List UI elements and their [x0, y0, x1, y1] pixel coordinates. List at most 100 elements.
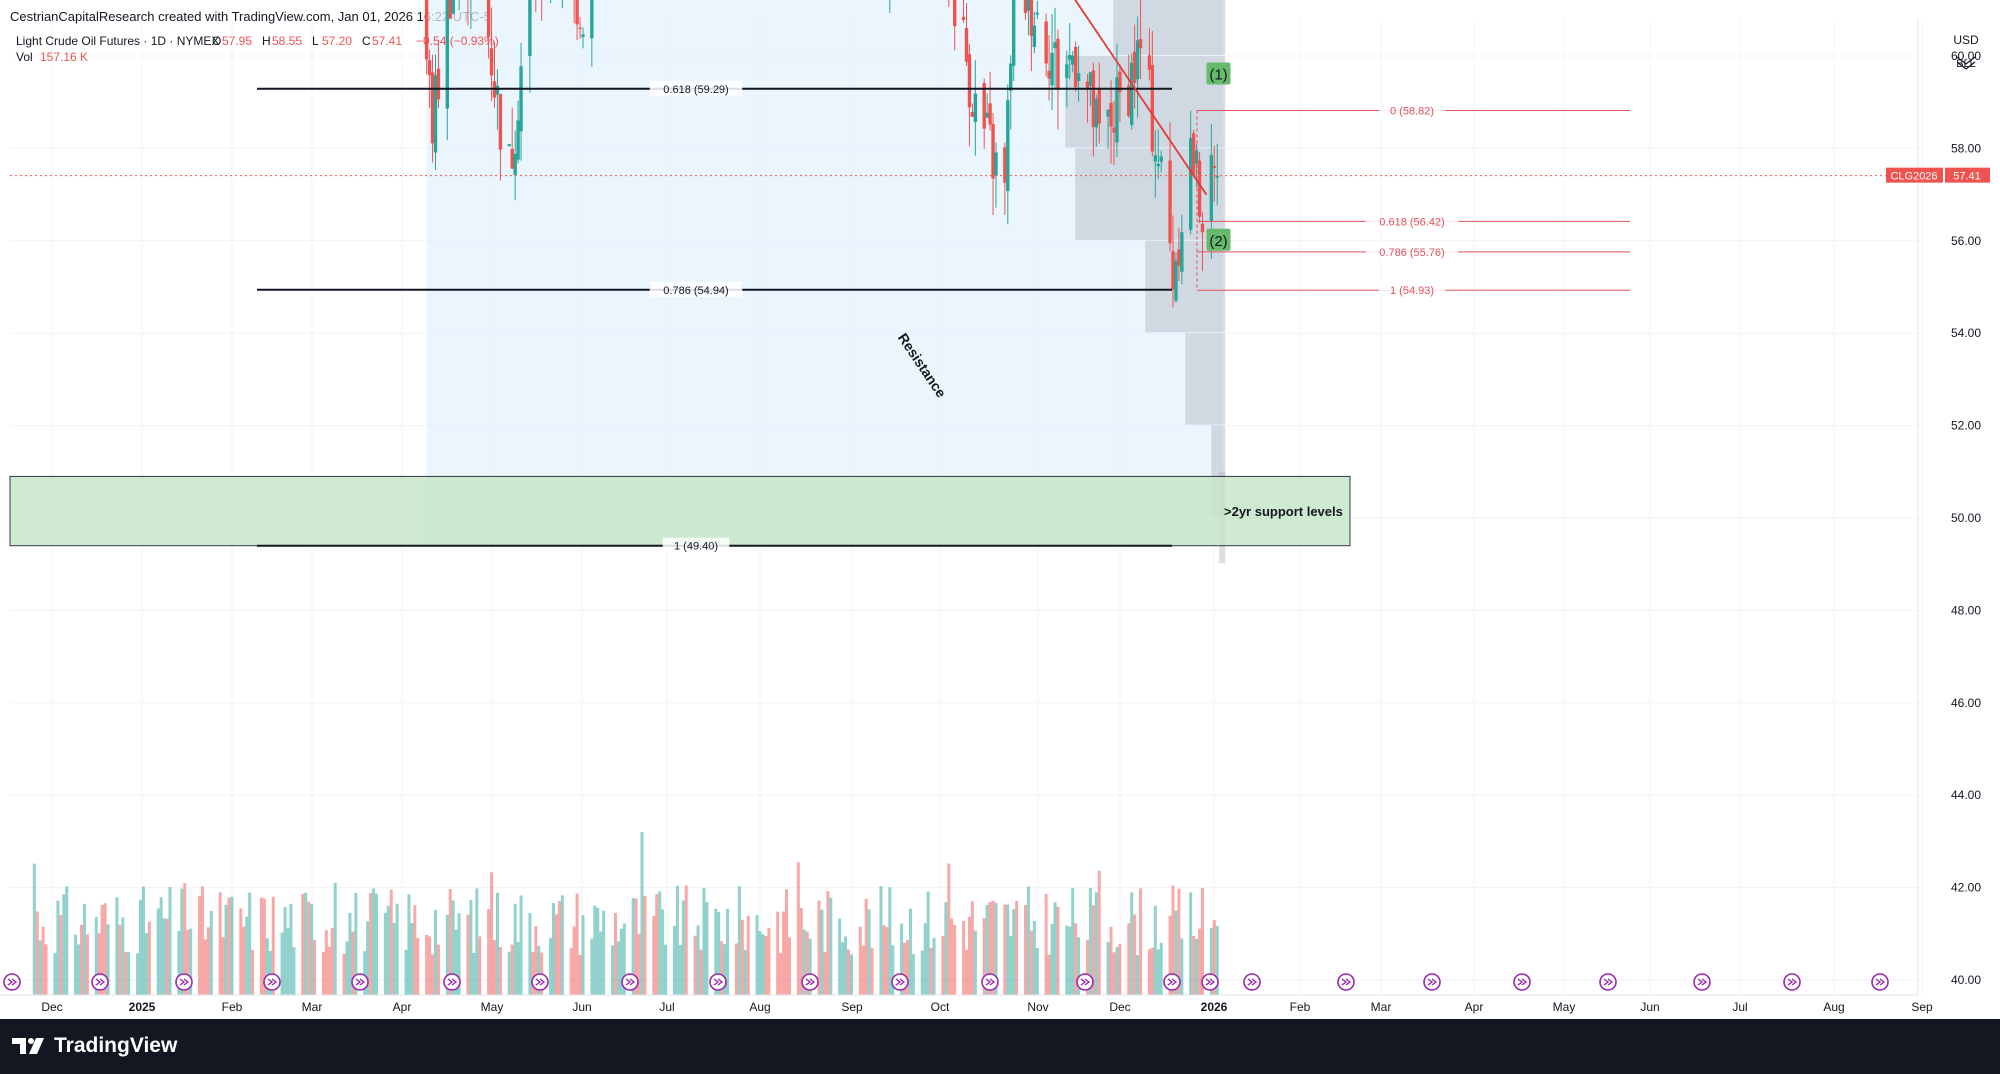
volume-bar: [805, 931, 809, 995]
event-marker-icon[interactable]: [1201, 973, 1219, 991]
volume-bar: [554, 914, 558, 995]
event-marker-icon[interactable]: [1423, 973, 1441, 991]
volume-bar: [1171, 885, 1175, 995]
event-markers[interactable]: [3, 973, 1889, 991]
volume-bar: [829, 897, 833, 995]
event-marker-icon[interactable]: [801, 973, 819, 991]
volume-bar: [490, 872, 494, 995]
event-marker-icon[interactable]: [1599, 973, 1617, 991]
volume-bar: [1091, 905, 1095, 995]
candle-body: [1194, 150, 1199, 164]
x-tick-label: Mar: [302, 1000, 323, 1014]
volume-bar: [115, 897, 119, 995]
volume-bar: [395, 903, 399, 995]
candle-body: [1091, 70, 1096, 128]
event-marker-icon[interactable]: [443, 973, 461, 991]
volume-bar: [448, 889, 452, 995]
symbol-title[interactable]: Light Crude Oil Futures · 1D · NYMEX: [16, 34, 219, 48]
event-marker-icon[interactable]: [91, 973, 109, 991]
x-tick-label: Jun: [1640, 1000, 1659, 1014]
volume-bar: [162, 918, 166, 995]
event-marker-icon[interactable]: [1693, 973, 1711, 991]
price-axis[interactable]: USD BLL 40.0042.0044.0046.0048.0050.0052…: [1917, 0, 1981, 995]
event-marker-glyph: [1247, 978, 1258, 986]
volume-bar: [451, 900, 455, 995]
volume-bar: [578, 954, 582, 995]
event-marker-icon[interactable]: [531, 973, 549, 991]
candle-body: [1197, 160, 1202, 217]
volume-bar: [268, 950, 272, 995]
price-chart[interactable]: >2yr support levels 0 (75.28)0.382 (65.4…: [0, 0, 2000, 1019]
volume-bar: [59, 915, 63, 995]
chart-legend: Light Crude Oil Futures · 1D · NYMEX O 57…: [16, 34, 499, 64]
event-marker-icon[interactable]: [1337, 973, 1355, 991]
axis-currency[interactable]: USD: [1953, 33, 1979, 47]
candle-body: [982, 82, 986, 129]
volume-bar: [118, 924, 122, 995]
event-marker-icon[interactable]: [621, 973, 639, 991]
event-marker-icon[interactable]: [175, 973, 193, 991]
event-marker-icon[interactable]: [1163, 973, 1181, 991]
volume-bar: [761, 934, 765, 995]
tradingview-logo[interactable]: TradingView: [12, 1034, 177, 1058]
y-tick-label: 40.00: [1951, 973, 1981, 987]
candle-body: [433, 75, 438, 153]
volume-bar: [982, 918, 986, 995]
volume-bar: [1130, 892, 1134, 995]
event-marker-icon[interactable]: [981, 973, 999, 991]
volume-bar: [1195, 938, 1199, 995]
volume-bar: [200, 886, 204, 995]
candle-body: [1029, 0, 1034, 36]
axis-settings-icon[interactable]: [1956, 56, 1976, 70]
event-marker-icon[interactable]: [351, 973, 369, 991]
event-marker-glyph: [1167, 978, 1178, 986]
candle-body: [1156, 163, 1160, 167]
volume-bar: [820, 909, 824, 995]
x-tick-label: Nov: [1027, 1000, 1048, 1014]
volume-bar: [696, 925, 700, 995]
x-tick-label: Jun: [572, 1000, 591, 1014]
x-tick-label: Jul: [659, 1000, 674, 1014]
fib-minor-label: 0.618 (56.42): [1379, 216, 1444, 228]
event-marker-icon[interactable]: [1243, 973, 1261, 991]
volume-bar: [106, 924, 110, 995]
event-marker-icon[interactable]: [3, 973, 21, 991]
volume-bar: [1156, 949, 1160, 995]
event-marker-icon[interactable]: [263, 973, 281, 991]
volume-bar: [796, 862, 800, 995]
volume-bar: [847, 949, 850, 995]
volume-bar: [407, 894, 411, 995]
volume-bar: [1035, 948, 1039, 995]
volume-bar: [1050, 924, 1054, 995]
volume-bar: [203, 939, 207, 995]
support-zone-label: >2yr support levels: [1224, 504, 1343, 519]
candle-body: [1050, 52, 1054, 86]
volume-bar: [265, 938, 269, 995]
volume-bar: [746, 915, 750, 995]
volume-bar: [941, 936, 945, 995]
volume-bar: [826, 891, 830, 995]
ohlc-value: 57.95: [222, 34, 252, 48]
volume-bar: [575, 893, 579, 995]
event-marker-icon[interactable]: [1513, 973, 1531, 991]
candle-body: [1200, 223, 1205, 233]
candle-body: [1023, 0, 1028, 13]
volume-bar: [920, 950, 924, 995]
event-marker-icon[interactable]: [1076, 973, 1094, 991]
x-tick-label: Sep: [1911, 1000, 1933, 1014]
event-marker-icon[interactable]: [1871, 973, 1889, 991]
candle-body: [1088, 72, 1093, 87]
volume-bar: [280, 932, 284, 995]
volume-bar: [457, 913, 461, 995]
time-axis[interactable]: Dec 2025 Feb Mar Apr May Jun Jul Aug Sep Oct Nov Dec…: [0, 994, 1933, 1014]
event-marker-icon[interactable]: [709, 973, 727, 991]
volume-bar: [867, 909, 871, 995]
volume-bar: [165, 918, 169, 995]
event-marker-icon[interactable]: [1783, 973, 1801, 991]
volume-bar: [755, 915, 759, 995]
candle-body: [1112, 127, 1116, 133]
event-marker-icon[interactable]: [891, 973, 909, 991]
volume-bar: [891, 945, 895, 995]
volume-bar: [970, 901, 974, 995]
volume-bar: [478, 936, 482, 995]
